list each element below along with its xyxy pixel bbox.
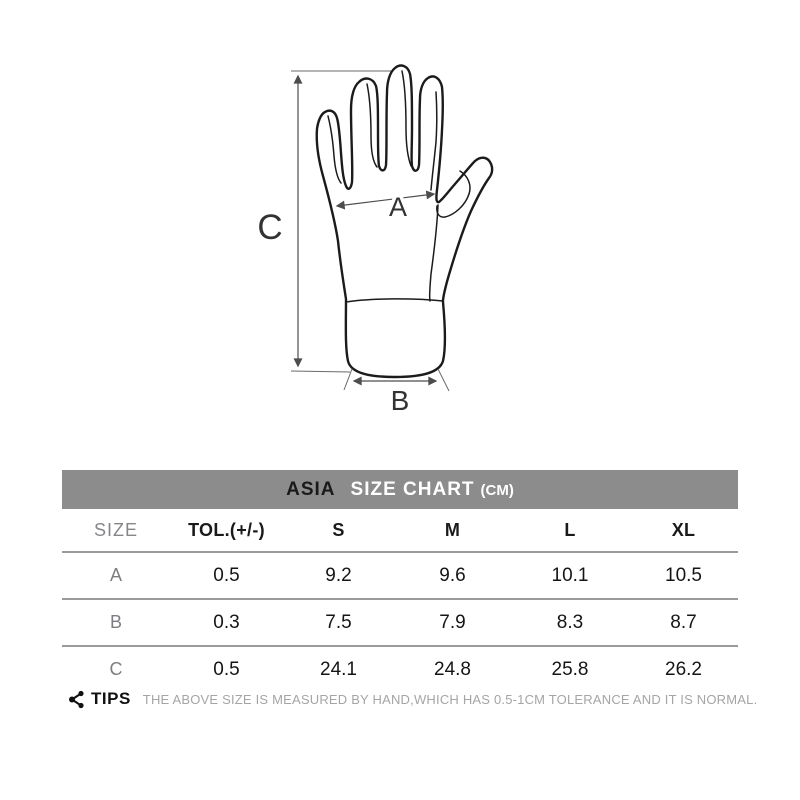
value-cell: 9.6 [439,564,466,586]
value-cell: 24.8 [434,658,471,680]
value-cell: 24.1 [320,658,357,680]
value-cell: 25.8 [551,658,589,680]
value-cell: 8.3 [556,611,584,633]
length-label: C [257,208,282,247]
cuff-extension-tick-right [437,368,450,392]
header-cell-tolerance: TOL.(+/-) [188,519,265,540]
value-cell: 0.3 [213,611,240,633]
header-cell-m: M [444,519,461,540]
row-label: A [109,565,122,585]
table-row-b: B 0.3 7.5 7.9 8.3 8.7 [62,600,738,647]
palm-width-label: A [389,192,407,222]
value-cell: 8.7 [670,611,697,633]
cuff-width-label: B [391,385,410,416]
value-cell: 26.2 [665,658,702,680]
thumb-seam-line [436,170,471,218]
title-region: ASIA [286,479,336,500]
share-nodes-icon [69,690,84,708]
size-chart: ASIA SIZE CHART (CM) SIZE TOL.(+/-) S M L … [62,470,738,692]
cuff-top-line [345,298,444,303]
value-cell: 7.9 [439,611,466,633]
value-cell: 10.5 [665,564,702,586]
tips-text: THE ABOVE SIZE IS MEASURED BY HAND,WHICH… [142,691,758,707]
title-unit: (CM) [480,482,514,499]
middle-finger-seam-line [401,70,412,167]
palm-width-dimension-arrow [335,190,436,210]
thumb-palm-seam-line [428,204,439,302]
tips-note: TIPS THE ABOVE SIZE IS MEASURED BY HAND,… [68,684,758,714]
title-main: SIZE CHART [350,479,475,500]
glove-outline [315,64,494,379]
value-cell: 7.5 [325,611,352,633]
glove-measurement-diagram: A B C [257,64,494,416]
index-finger-seam-line [430,91,438,191]
header-cell-size: SIZE [93,519,138,540]
row-label: C [109,659,123,679]
cuff-extension-tick-left [343,368,353,391]
size-chart-title-bar: ASIA SIZE CHART (CM) [62,470,738,509]
value-cell: 10.1 [551,564,589,586]
value-cell: 0.5 [213,658,240,680]
header-cell-l: L [564,519,576,540]
size-chart-header-row: SIZE TOL.(+/-) S M L XL [62,509,738,553]
ring-finger-seam-line [366,83,378,168]
tips-label: TIPS [91,689,131,708]
value-cell: 0.5 [213,564,240,586]
table-row-a: A 0.5 9.2 9.6 10.1 10.5 [62,553,738,600]
value-cell: 9.2 [325,564,352,586]
row-label: B [109,612,122,632]
table-row-c: C 0.5 24.1 24.8 25.8 26.2 [62,647,738,692]
header-cell-s: S [332,519,345,540]
length-extension-line-bottom [290,370,351,373]
pinky-seam-line [327,115,342,184]
header-cell-xl: XL [671,519,696,540]
